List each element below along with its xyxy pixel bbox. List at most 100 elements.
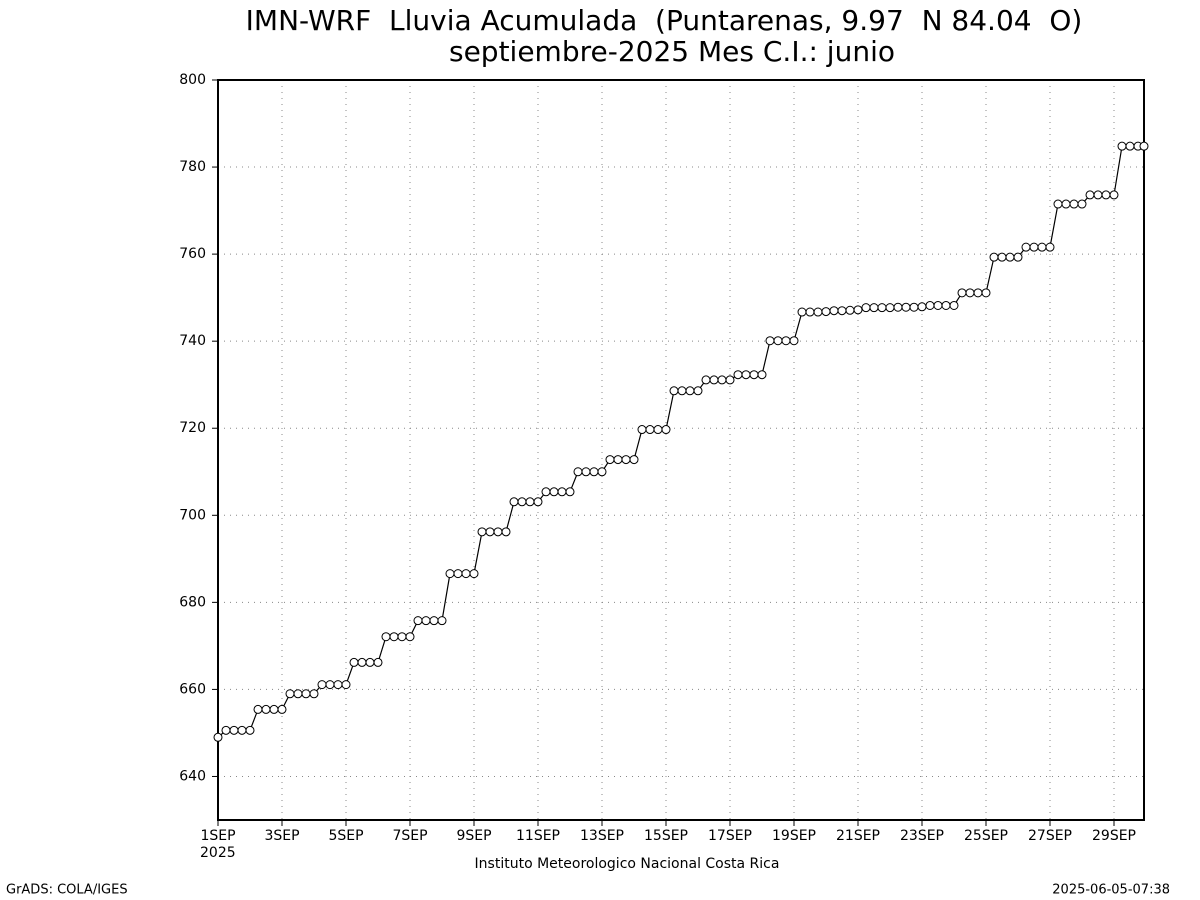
data-point [517,497,527,507]
x-year: 2025 [200,845,236,861]
data-point [261,704,271,714]
data-point [213,732,223,742]
data-point [1077,199,1087,209]
data-point [997,252,1007,262]
data-point [581,467,591,477]
data-point [565,487,575,497]
data-point [501,527,511,537]
data-point [397,632,407,642]
data-point [733,370,743,380]
y-tick-label: 640 [179,768,206,784]
data-point [589,467,599,477]
y-tick-label: 740 [179,333,206,349]
data-point [341,680,351,690]
data-point [533,497,543,507]
data-point [661,425,671,435]
data-point [317,680,327,690]
data-point [653,425,663,435]
data-point [557,487,567,497]
data-point [693,386,703,396]
data-point [349,657,359,667]
y-tick-label: 700 [179,507,206,523]
data-point [989,252,999,262]
data-point [229,725,239,735]
y-tick-label: 720 [179,420,206,436]
data-point [325,680,335,690]
data-point [837,306,847,316]
data-point [797,307,807,317]
plot-frame [217,79,1145,821]
data-point [309,689,319,699]
series-line [217,145,1144,738]
x-tick-label: 25SEP [964,828,1008,844]
data-point [845,305,855,315]
data-point [941,300,951,310]
data-point [1037,242,1047,252]
y-tick-label: 780 [179,159,206,175]
x-axis-label: Instituto Meteorologico Nacional Costa R… [475,856,780,872]
data-point [597,467,607,477]
x-tick-label: 23SEP [900,828,944,844]
data-point [1101,190,1111,200]
data-point [237,725,247,735]
data-point [1061,199,1071,209]
data-point [549,487,559,497]
data-point [253,704,263,714]
x-tick-label: 1SEP [200,828,235,844]
data-point [421,616,431,626]
data-point [629,455,639,465]
data-point [749,370,759,380]
data-point [901,302,911,312]
data-point [605,455,615,465]
data-point [813,307,823,317]
data-point [909,302,919,312]
data-point [477,527,487,537]
data-point [877,303,887,313]
data-point [1045,242,1055,252]
data-point [677,386,687,396]
data-point [1005,252,1015,262]
data-point [525,497,535,507]
data-point [621,455,631,465]
data-point [925,300,935,310]
data-point [493,527,503,537]
x-tick-label: 3SEP [264,828,299,844]
data-point [957,288,967,298]
data-point [805,307,815,317]
data-point [725,375,735,385]
data-point [821,307,831,317]
data-point [757,370,767,380]
data-point [685,386,695,396]
data-point [373,657,383,667]
x-tick-label: 13SEP [580,828,624,844]
data-point [781,336,791,346]
data-point [981,288,991,298]
data-point [301,689,311,699]
data-point [437,616,447,626]
data-point [1093,190,1103,200]
data-point [717,375,727,385]
data-point [333,680,343,690]
data-point [445,569,455,579]
data-point [485,527,495,537]
x-tick-label: 7SEP [392,828,427,844]
data-point [573,467,583,477]
x-tick-label: 5SEP [328,828,363,844]
data-point [405,632,415,642]
data-point [389,632,399,642]
data-point [453,569,463,579]
data-point [357,657,367,667]
data-point [789,336,799,346]
x-tick-label: 21SEP [836,828,880,844]
data-point [1139,141,1149,151]
data-point [701,375,711,385]
data-point [245,725,255,735]
data-point [221,725,231,735]
y-tick-label: 680 [179,594,206,610]
data-point [1021,242,1031,252]
data-point [669,386,679,396]
data-point [1125,141,1135,151]
data-point [765,336,775,346]
data-point [645,425,655,435]
